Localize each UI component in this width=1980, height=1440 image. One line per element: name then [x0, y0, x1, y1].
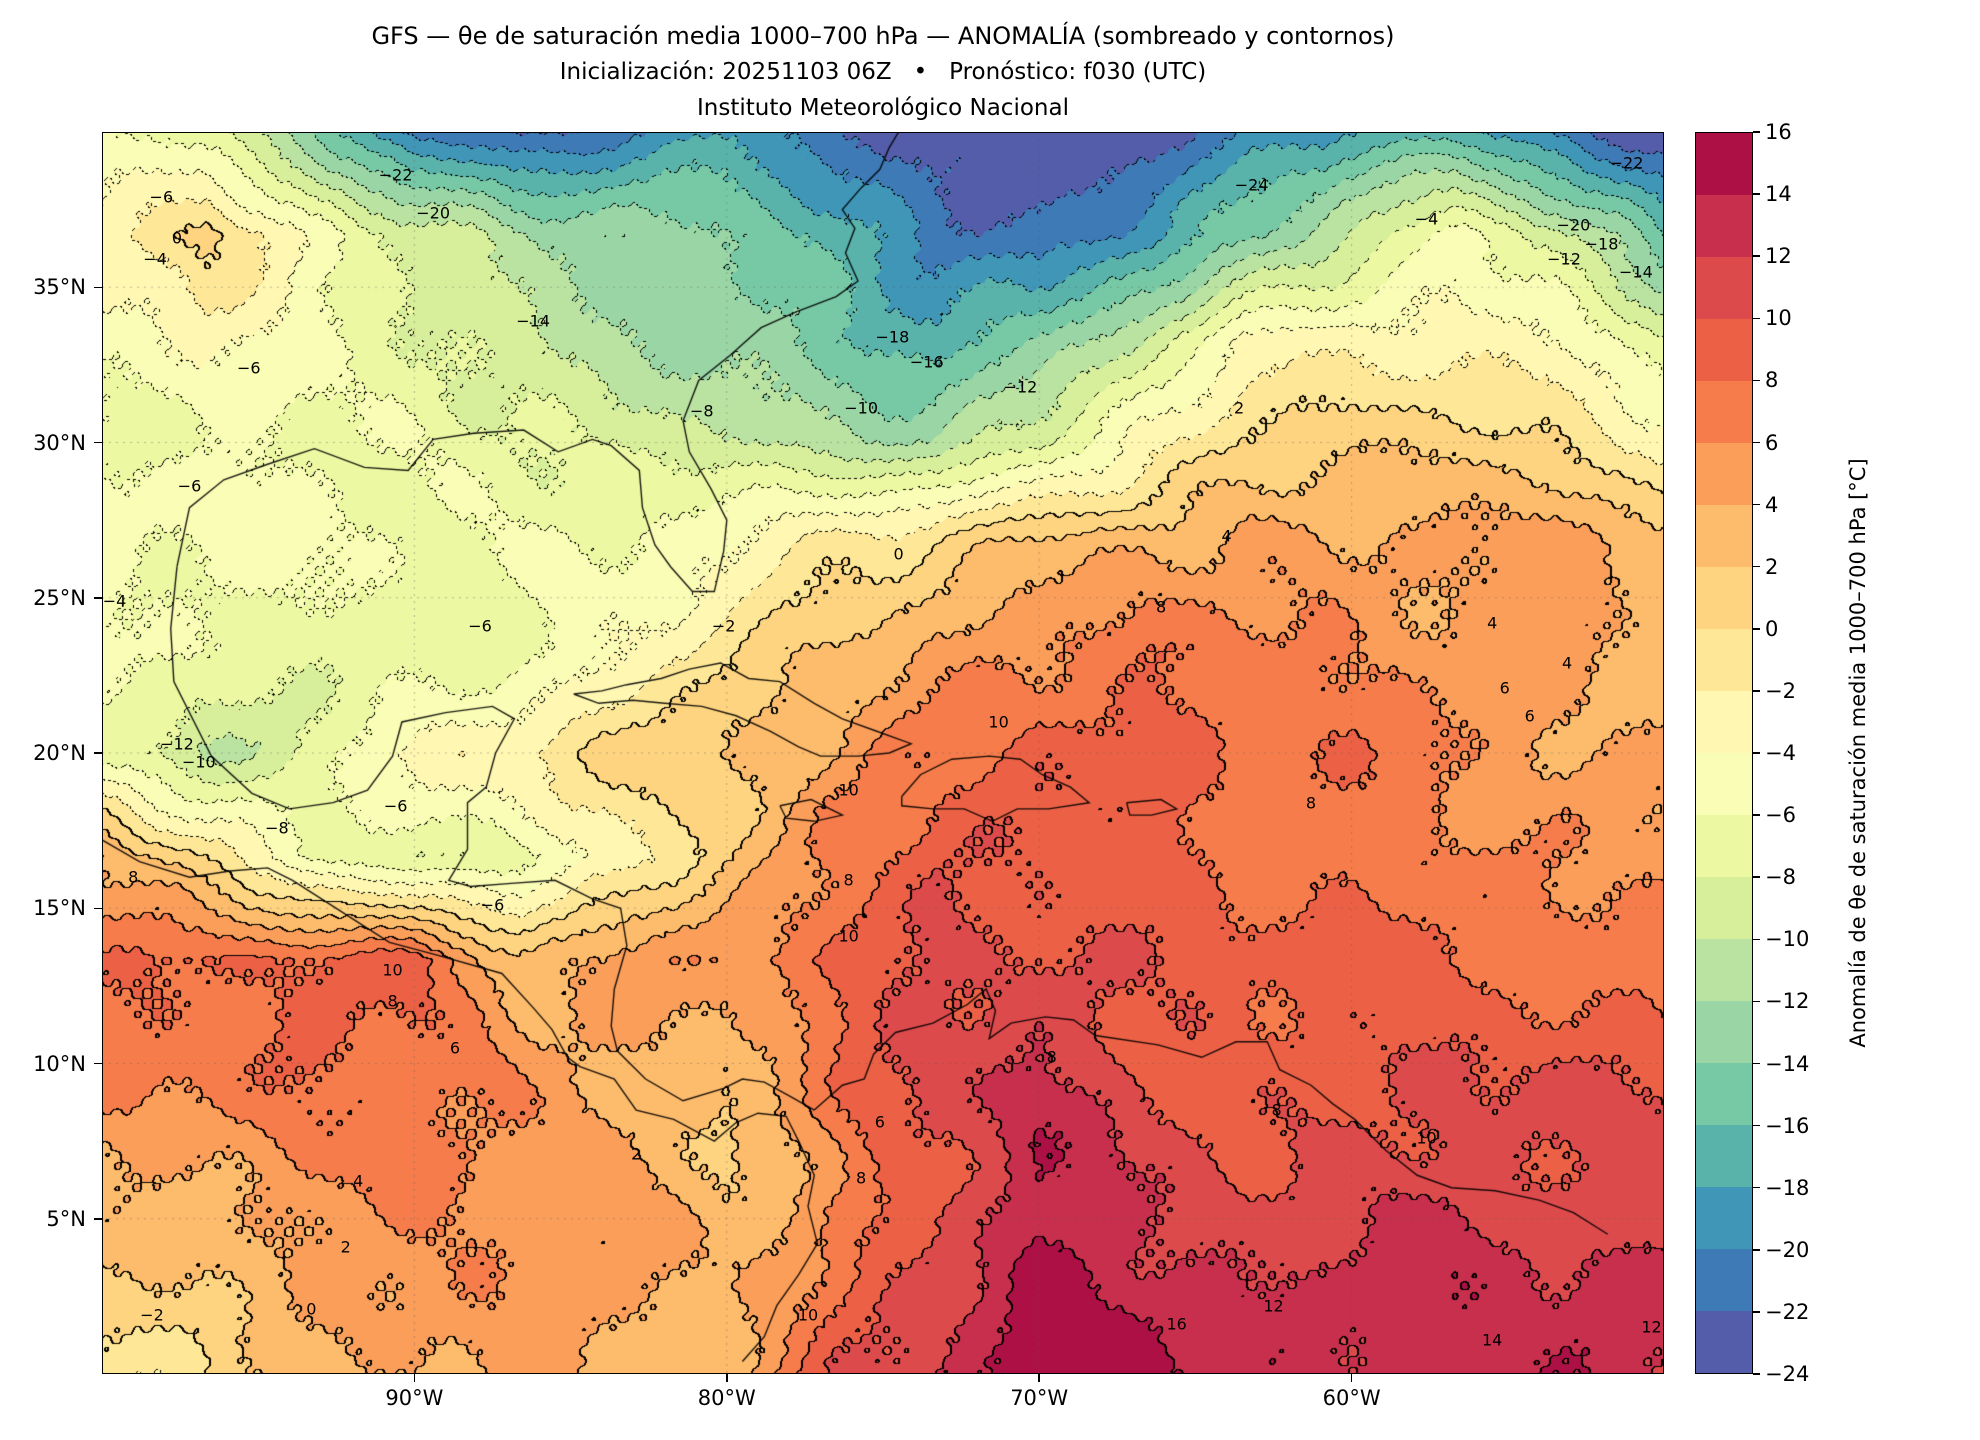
colorbar-tick-label: −14 — [1765, 1051, 1810, 1076]
colorbar-tick-label: −20 — [1765, 1237, 1810, 1262]
colorbar-tick-label: −18 — [1765, 1175, 1810, 1200]
chart-title: GFS — θe de saturación media 1000–700 hP… — [371, 22, 1395, 50]
colorbar-tick-mark — [1753, 752, 1760, 754]
y-tick-mark — [94, 1062, 102, 1065]
colorbar-tick-label: −2 — [1765, 678, 1796, 703]
colorbar-tick-label: 14 — [1765, 182, 1792, 207]
colorbar-segment — [1696, 691, 1752, 753]
colorbar-tick-mark — [1753, 503, 1760, 506]
colorbar-tick-mark — [1753, 814, 1760, 816]
colorbar-segment — [1696, 567, 1752, 629]
y-tick-mark — [94, 286, 102, 288]
x-tick-mark — [726, 1374, 728, 1382]
colorbar-tick-mark — [1753, 255, 1760, 257]
colorbar-tick-label: 10 — [1765, 306, 1792, 331]
colorbar-segment — [1696, 1125, 1752, 1187]
y-tick-label: 35°N — [33, 275, 86, 300]
colorbar-segment — [1696, 381, 1752, 443]
y-tick-mark — [94, 1218, 102, 1220]
colorbar-tick-mark — [1753, 441, 1760, 444]
y-tick-mark — [94, 441, 102, 444]
colorbar-tick-label: −24 — [1765, 1362, 1810, 1386]
chart-institution: Instituto Meteorológico Nacional — [697, 95, 1069, 121]
colorbar-segment — [1696, 133, 1752, 195]
colorbar-tick-mark — [1753, 193, 1760, 195]
colorbar-tick-label: 0 — [1765, 616, 1779, 641]
colorbar-tick-mark — [1753, 317, 1760, 320]
colorbar-tick-mark — [1753, 131, 1760, 133]
x-tick-label: 90°W — [385, 1386, 444, 1410]
colorbar-tick-label: −8 — [1765, 865, 1796, 890]
colorbar-tick-label: 8 — [1765, 368, 1779, 393]
colorbar-tick-label: 2 — [1765, 554, 1779, 579]
colorbar-tick-mark — [1753, 379, 1760, 382]
colorbar-segment — [1696, 505, 1752, 567]
colorbar-tick-mark — [1753, 628, 1760, 630]
colorbar-tick-mark — [1753, 1186, 1760, 1189]
colorbar-segment — [1696, 1311, 1752, 1373]
colorbar-tick-label: −4 — [1765, 741, 1796, 765]
colorbar-tick-label: −10 — [1765, 927, 1810, 952]
chart-subtitle-init-forecast: Inicialización: 20251103 06Z • Pronóstic… — [559, 59, 1207, 85]
colorbar-tick-label: 4 — [1765, 492, 1779, 517]
x-tick-label: 60°W — [1322, 1386, 1381, 1410]
colorbar — [1695, 132, 1753, 1374]
colorbar-tick-label: 12 — [1765, 244, 1792, 269]
colorbar-segment — [1696, 1249, 1752, 1311]
map-axes: −6 0 −4 −22 −20 −14 −6 −8 −18 −16 −10 −12 −24 −4 −22 −2… — [102, 132, 1664, 1374]
x-tick-label: 70°W — [1010, 1386, 1069, 1410]
colorbar-tick-mark — [1753, 690, 1760, 692]
colorbar-tick-label: −22 — [1765, 1299, 1810, 1324]
colorbar-tick-mark — [1753, 1124, 1760, 1127]
colorbar-tick-mark — [1753, 1373, 1760, 1375]
y-tick-label: 15°N — [33, 896, 86, 921]
colorbar-segment — [1696, 195, 1752, 257]
y-tick-label: 25°N — [33, 585, 86, 610]
colorbar-tick-label: −12 — [1765, 989, 1810, 1014]
colorbar-tick-mark — [1753, 565, 1760, 568]
colorbar-tick-label: −16 — [1765, 1113, 1810, 1138]
colorbar-segment — [1696, 1187, 1752, 1249]
colorbar-tick-mark — [1753, 1062, 1760, 1065]
colorbar-tick-mark — [1753, 1000, 1760, 1003]
colorbar-segment — [1696, 629, 1752, 691]
colorbar-segment — [1696, 939, 1752, 1001]
x-tick-mark — [413, 1374, 416, 1382]
y-tick-label: 10°N — [33, 1051, 86, 1076]
colorbar-tick-mark — [1753, 1311, 1760, 1313]
anomaly-field-canvas — [102, 132, 1664, 1374]
colorbar-tick-mark — [1753, 876, 1760, 878]
colorbar-segment — [1696, 1001, 1752, 1063]
y-tick-label: 30°N — [33, 430, 86, 455]
y-tick-mark — [94, 907, 102, 909]
colorbar-segment — [1696, 877, 1752, 939]
colorbar-segment — [1696, 1063, 1752, 1125]
colorbar-segment — [1696, 257, 1752, 319]
colorbar-segment — [1696, 319, 1752, 381]
colorbar-segment — [1696, 753, 1752, 815]
x-tick-label: 80°W — [697, 1386, 756, 1410]
colorbar-tick-label: 6 — [1765, 430, 1779, 455]
y-tick-label: 20°N — [33, 741, 86, 765]
y-tick-label: 5°N — [46, 1206, 86, 1231]
y-tick-mark — [94, 597, 102, 599]
colorbar-tick-mark — [1753, 938, 1760, 941]
title-block: GFS — θe de saturación media 1000–700 hP… — [102, 18, 1664, 126]
colorbar-tick-label: −6 — [1765, 803, 1796, 828]
y-tick-mark — [94, 752, 102, 754]
colorbar-segment — [1696, 443, 1752, 505]
colorbar-tick-label: 16 — [1765, 120, 1792, 144]
x-tick-mark — [1038, 1374, 1040, 1382]
colorbar-tick-mark — [1753, 1249, 1760, 1251]
x-tick-mark — [1350, 1374, 1353, 1382]
colorbar-segment — [1696, 815, 1752, 877]
colorbar-label: Anomalía de θe de saturación media 1000–… — [1846, 458, 1870, 1048]
